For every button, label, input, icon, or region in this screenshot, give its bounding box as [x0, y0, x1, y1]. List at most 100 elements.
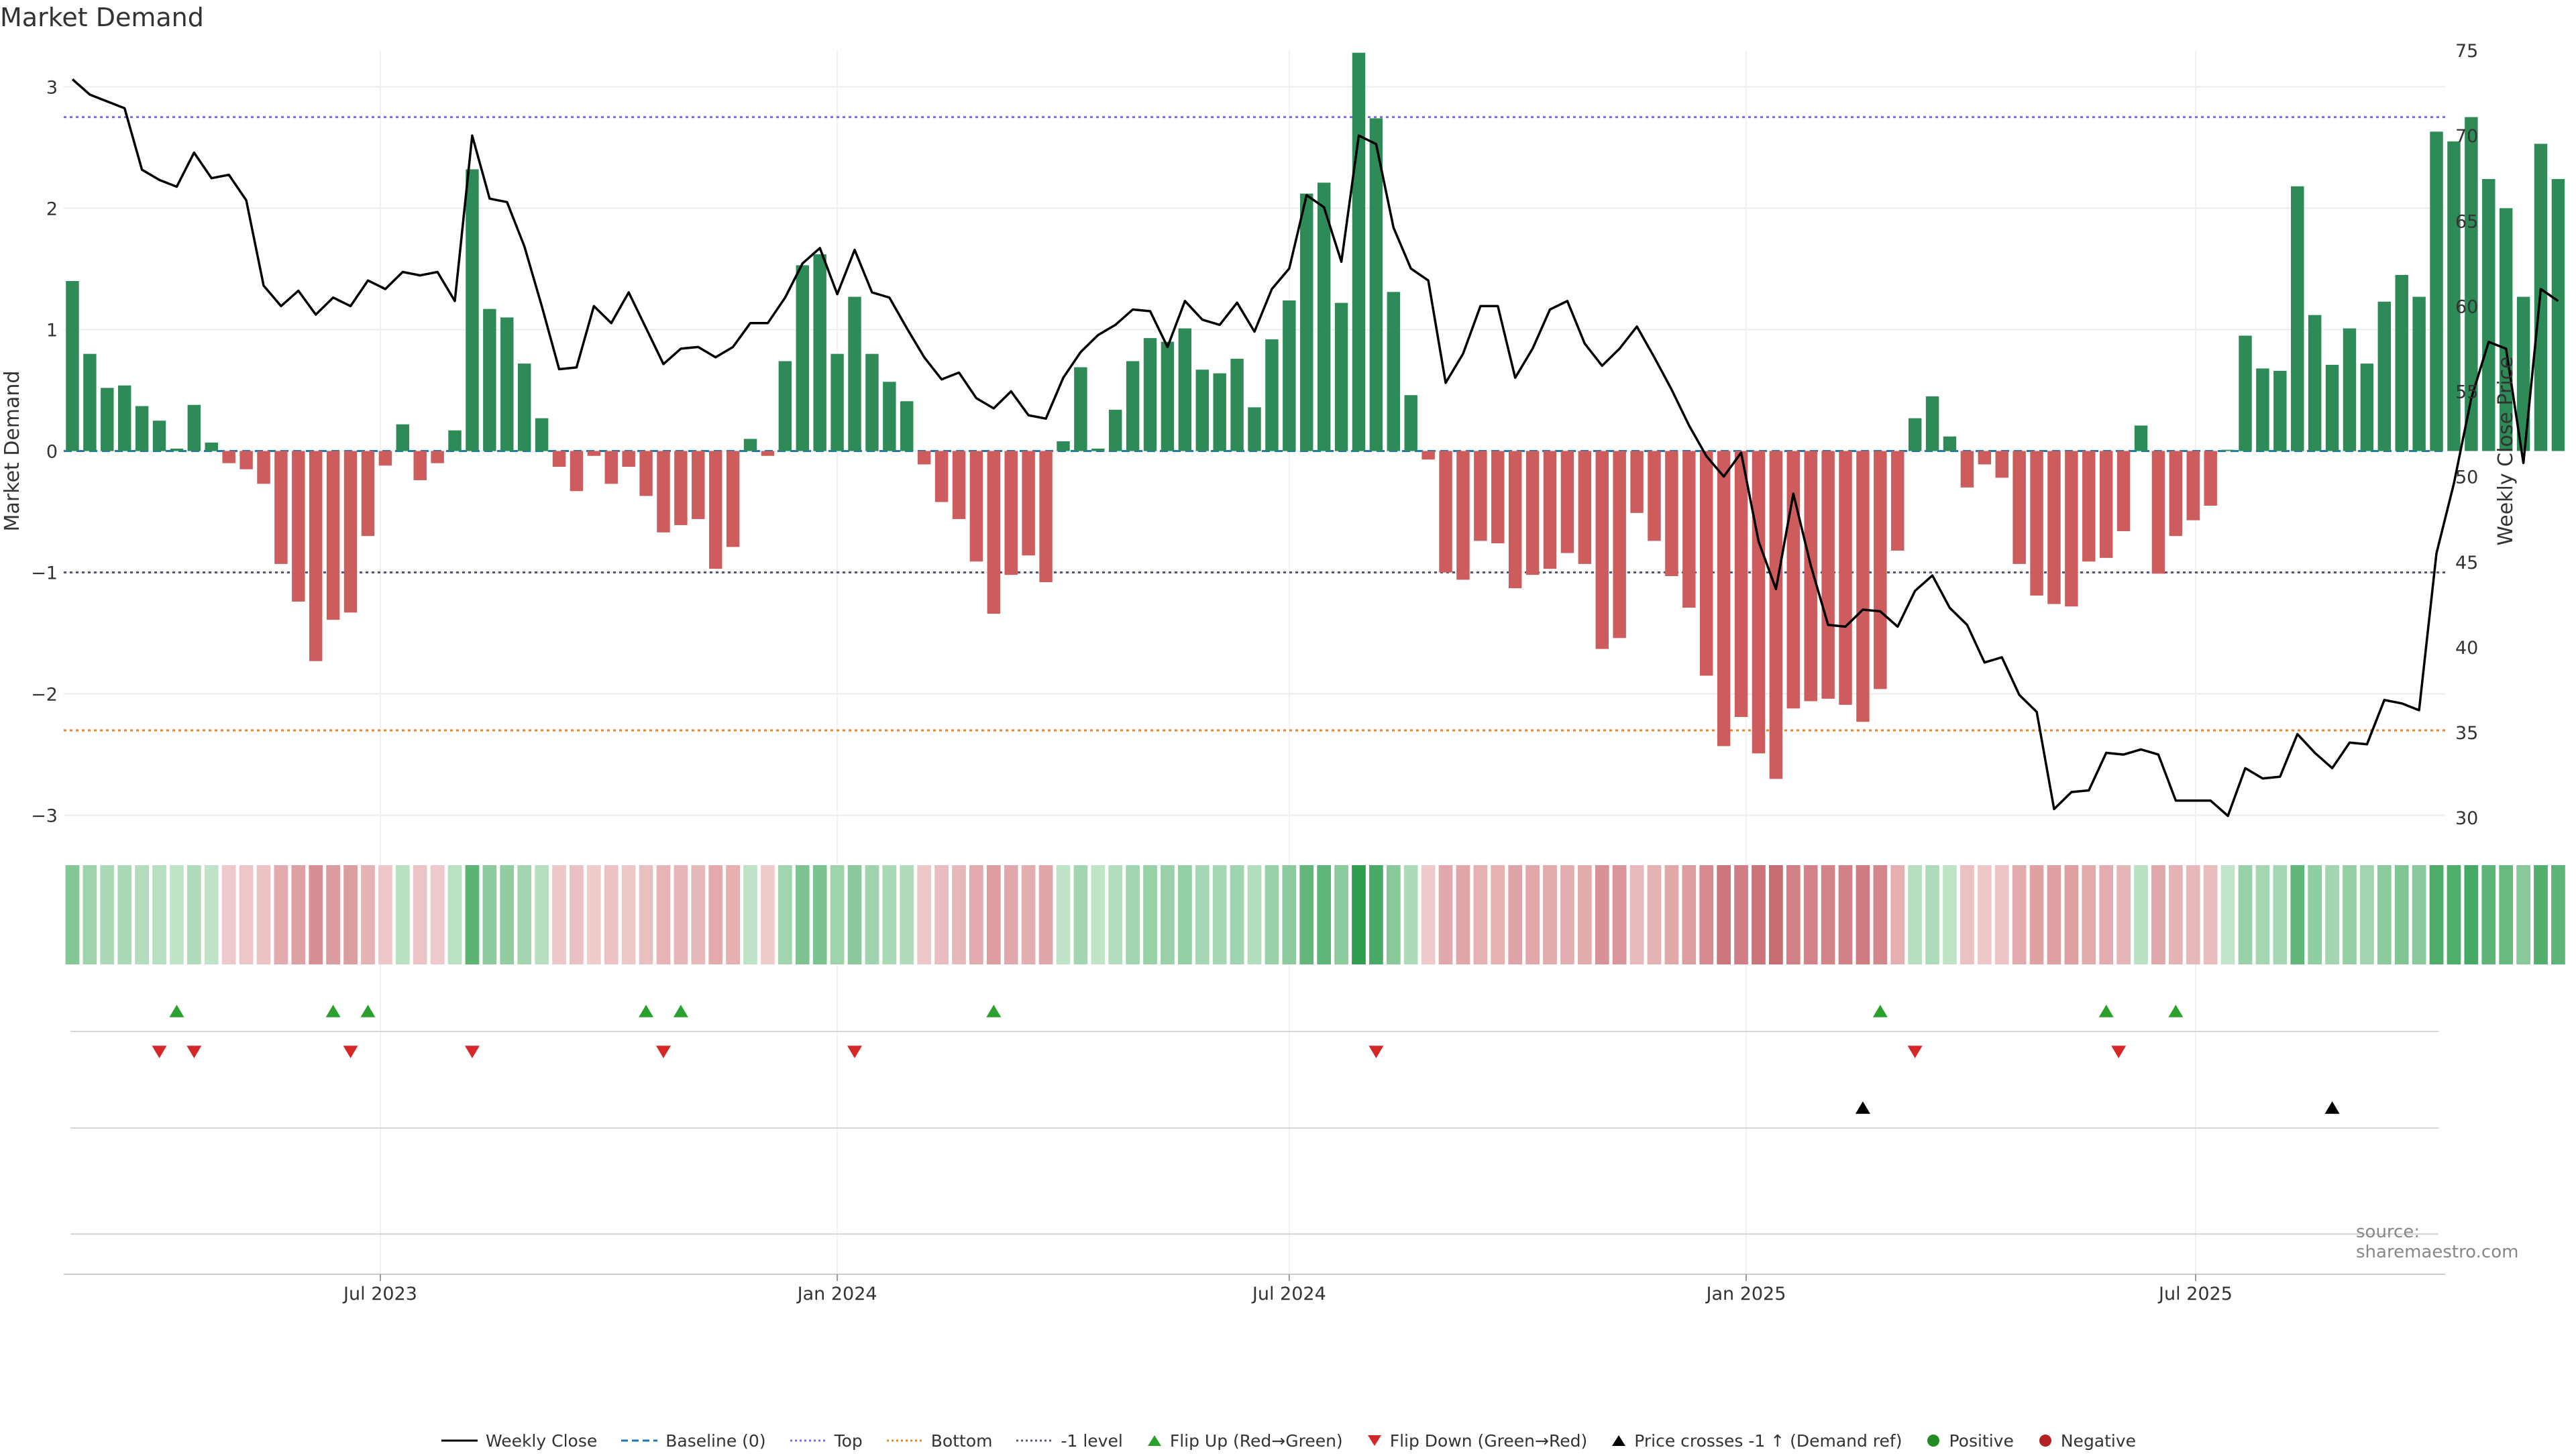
demand-bar — [517, 364, 531, 451]
demand-bar — [326, 451, 340, 620]
heat-cell — [586, 865, 601, 964]
demand-bar — [500, 317, 514, 451]
heat-cell — [2047, 865, 2061, 964]
demand-bar — [2221, 449, 2235, 451]
legend-item: Baseline (0) — [620, 1431, 766, 1451]
demand-bar — [66, 281, 79, 451]
demand-bar — [813, 254, 826, 451]
y-axis-title: Market Demand — [1, 371, 24, 532]
heat-cell — [1177, 865, 1192, 964]
heat-cell — [221, 865, 236, 964]
heat-cell — [83, 865, 97, 964]
demand-bar — [2169, 451, 2183, 537]
demand-bar — [483, 309, 496, 451]
heat-cell — [969, 865, 983, 964]
heat-cell — [2116, 865, 2131, 964]
demand-bar — [361, 451, 375, 537]
demand-bar — [622, 451, 635, 467]
demand-bar — [1143, 338, 1157, 451]
demand-bar — [1613, 451, 1626, 638]
flip-up-marker — [325, 1005, 341, 1017]
flip-down-marker — [655, 1046, 671, 1058]
demand-bar — [2047, 451, 2061, 604]
demand-bar — [743, 439, 757, 451]
heat-cell — [291, 865, 306, 964]
demand-bar — [570, 451, 584, 492]
heat-cell — [239, 865, 254, 964]
heat-cell — [882, 865, 897, 964]
heat-cell — [2186, 865, 2200, 964]
demand-bar — [604, 451, 618, 484]
heat-cell — [2064, 865, 2079, 964]
heat-cell — [1126, 865, 1140, 964]
heat-cell — [361, 865, 375, 964]
heat-cell — [1161, 865, 1175, 964]
legend-label: Negative — [2060, 1431, 2137, 1451]
demand-bar — [2204, 451, 2217, 506]
heat-cell — [535, 865, 549, 964]
demand-bar — [431, 451, 444, 463]
heat-cell — [1403, 865, 1418, 964]
demand-bar — [2134, 425, 2148, 451]
heat-cell — [1664, 865, 1679, 964]
demand-bar — [1665, 451, 1678, 576]
heat-cell — [552, 865, 566, 964]
heat-cell — [2377, 865, 2392, 964]
heat-cell — [621, 865, 636, 964]
legend-item: Flip Down (Green→Red) — [1366, 1431, 1587, 1451]
demand-bar — [900, 401, 914, 451]
demand-bar — [2151, 451, 2165, 574]
demand-bar — [2343, 328, 2357, 451]
heat-cell — [1925, 865, 1939, 964]
heat-cell — [343, 865, 358, 964]
demand-bar — [692, 451, 705, 519]
demand-bar — [292, 451, 305, 602]
demand-bar — [848, 296, 861, 451]
flip-up-marker — [1872, 1005, 1888, 1017]
demand-bar — [1978, 451, 1992, 465]
legend-item: Positive — [1925, 1431, 2014, 1451]
demand-bar — [1700, 451, 1713, 676]
demand-bar — [1022, 451, 1035, 556]
demand-bar — [1960, 451, 1974, 488]
flip-up-marker — [2098, 1005, 2114, 1017]
legend-label: Weekly Close — [485, 1431, 598, 1451]
legend-swatch — [441, 1439, 478, 1442]
demand-bar — [274, 451, 288, 564]
demand-bar — [2465, 117, 2478, 451]
legend-swatch — [2039, 1435, 2051, 1447]
demand-bar — [796, 265, 809, 451]
demand-bar — [1508, 451, 1522, 589]
heat-cell — [2551, 865, 2565, 964]
heat-cell — [465, 865, 480, 964]
legend-swatch — [886, 1439, 923, 1442]
x-tick-label: Jul 2023 — [342, 1284, 417, 1304]
demand-bar — [135, 406, 149, 451]
demand-bar — [2099, 451, 2113, 558]
legend-item: Weekly Close — [440, 1431, 597, 1451]
demand-bar — [1334, 302, 1348, 451]
heat-cell — [2447, 865, 2461, 964]
demand-bar — [674, 451, 688, 525]
heat-cell — [1786, 865, 1801, 964]
heat-cell — [65, 865, 80, 964]
demand-bar — [1039, 451, 1053, 583]
heat-cell — [1717, 865, 1731, 964]
heat-cell — [743, 865, 757, 964]
legend-label: Positive — [1949, 1431, 2014, 1451]
heat-cell — [1038, 865, 1053, 964]
demand-bar — [2395, 274, 2408, 451]
demand-bar — [170, 448, 184, 451]
heat-cell — [1473, 865, 1488, 964]
demand-bar — [101, 388, 114, 451]
demand-bar — [1786, 451, 1801, 709]
demand-bar — [1057, 441, 1070, 451]
x-tick-label: Jul 2024 — [1251, 1284, 1326, 1304]
heat-cell — [1386, 865, 1401, 964]
flip-up-marker — [169, 1005, 184, 1017]
legend-swatch — [1016, 1439, 1053, 1442]
demand-bar — [1804, 451, 1817, 702]
heat-cell — [1508, 865, 1523, 964]
demand-bar — [2030, 451, 2043, 596]
source-note: source: sharemaestro.com — [2356, 1222, 2519, 1262]
